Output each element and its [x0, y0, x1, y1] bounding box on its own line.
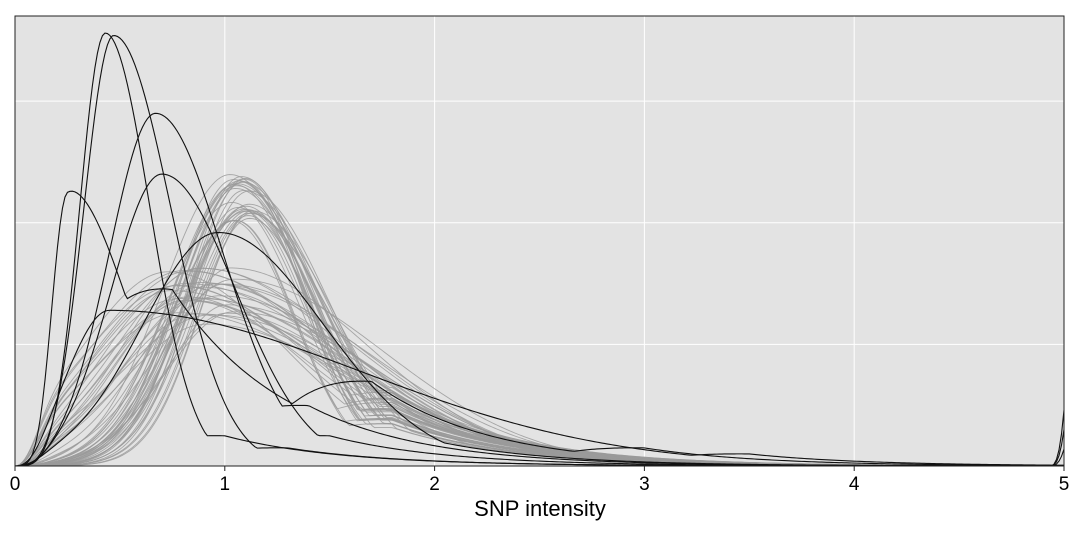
panel-border: [14, 15, 1065, 467]
x-tick-label: 1: [220, 474, 231, 495]
series-line-outlier-4: [14, 190, 1065, 467]
x-tick-label: 4: [849, 474, 860, 495]
series-line-outlier-7: [14, 309, 1065, 467]
x-tick-label: 0: [10, 474, 21, 495]
x-tick-label: 3: [639, 474, 650, 495]
x-tick-label: 2: [429, 474, 440, 495]
x-axis-ticks: 0 1 2 3 4 5: [10, 466, 1070, 495]
x-tick-label: 5: [1059, 474, 1070, 495]
plot-panel: [14, 15, 1065, 467]
x-axis-title: SNP intensity: [474, 496, 606, 521]
